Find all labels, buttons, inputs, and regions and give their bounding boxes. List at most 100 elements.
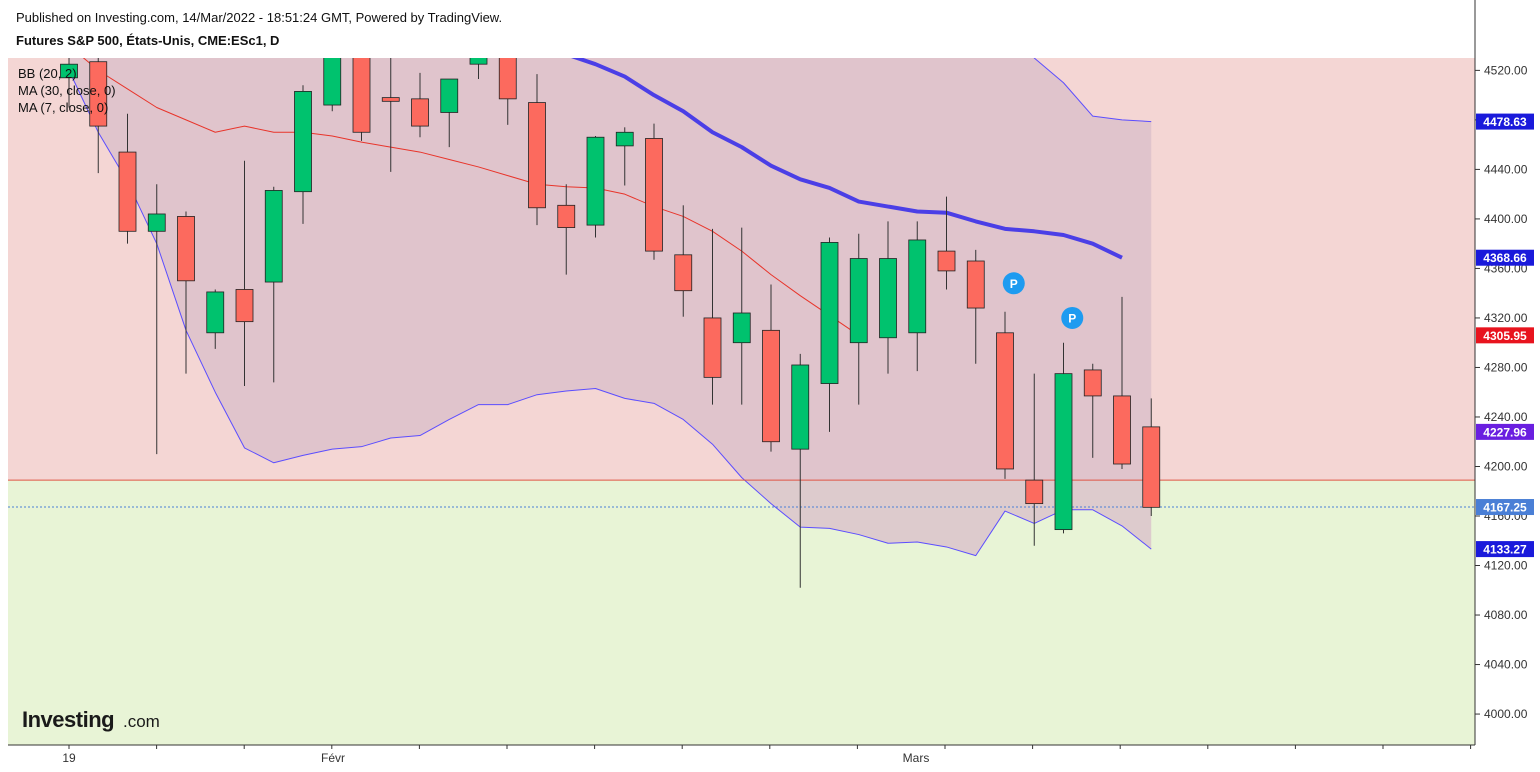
candle-body (703, 317, 722, 378)
pivot-marker: P (1061, 306, 1084, 329)
time-tick-label: Févr (321, 751, 345, 765)
candle-body (147, 213, 166, 232)
candle[interactable] (118, 113, 137, 244)
candle-body (352, 58, 371, 133)
candle-body (645, 138, 663, 252)
candle[interactable] (1054, 342, 1073, 534)
candle[interactable] (147, 184, 166, 455)
candle-body (557, 204, 576, 228)
price-badge-bg (1476, 423, 1534, 440)
symbol-title: Futures S&P 500, États-Unis, CME:ESc1, D (16, 33, 280, 48)
plot-area[interactable]: PP (8, 0, 1475, 588)
candle[interactable] (294, 85, 312, 224)
candle[interactable] (674, 205, 693, 317)
candle[interactable] (89, 56, 108, 174)
candle-body (879, 258, 897, 339)
candle-body (1025, 479, 1044, 505)
time-tick-label: Mars (903, 751, 930, 765)
candle[interactable] (645, 123, 663, 260)
candle[interactable] (820, 237, 839, 432)
price-badge-bg (1476, 541, 1534, 558)
candle[interactable] (849, 233, 868, 405)
candle[interactable] (732, 227, 751, 405)
candle[interactable] (1142, 398, 1161, 516)
candle[interactable] (1113, 296, 1131, 469)
candle[interactable] (206, 289, 225, 349)
candle[interactable] (996, 311, 1014, 479)
candle-body (966, 260, 985, 309)
candle[interactable] (615, 127, 634, 186)
pivot-label: P (1068, 311, 1076, 325)
legend-ma30: MA (30, close, 0) (18, 83, 116, 98)
candle[interactable] (1025, 373, 1044, 546)
candle-body (1083, 369, 1102, 397)
candle[interactable] (1083, 363, 1102, 458)
candle[interactable] (352, 36, 371, 141)
price-badge-text: 4478.63 (1483, 115, 1527, 129)
candle[interactable] (323, 27, 342, 112)
price-labels: 4478.63 4368.66 4305.95 4227.96 4167.25 4133.… (1476, 113, 1534, 558)
candle-body (732, 312, 751, 344)
candle-body (206, 291, 225, 334)
price-badge-text: 4167.25 (1483, 501, 1527, 515)
price-tick-label: 4040.00 (1484, 658, 1528, 672)
published-note: Published on Investing.com, 14/Mar/2022 … (16, 10, 503, 25)
candle[interactable] (498, 2, 517, 125)
price-badge-text: 4305.95 (1483, 329, 1527, 343)
candle[interactable] (586, 135, 605, 238)
candle[interactable] (966, 249, 985, 364)
candle[interactable] (762, 284, 780, 452)
candle-body (1113, 395, 1131, 465)
price-badge-text: 4133.27 (1483, 543, 1527, 557)
price-badge-bg (1476, 249, 1534, 266)
candle-body (118, 151, 137, 232)
candle[interactable] (264, 186, 283, 383)
legend-bb: BB (20, 2) (18, 66, 77, 81)
price-badge-bg (1476, 327, 1534, 344)
candle-body (264, 190, 283, 283)
price-tick-label: 4200.00 (1484, 459, 1528, 473)
candle[interactable] (557, 184, 576, 275)
candle-body (996, 332, 1014, 470)
candle-body (762, 329, 780, 443)
candle[interactable] (469, 2, 488, 80)
price-tick-label: 4440.00 (1484, 162, 1528, 176)
price-tick-label: 4320.00 (1484, 311, 1528, 325)
candle[interactable] (528, 74, 546, 226)
candle-body (294, 91, 312, 193)
candle-body (498, 58, 517, 100)
candle[interactable] (411, 72, 429, 138)
candle[interactable] (381, 58, 400, 172)
legend: BB (20, 2) MA (30, close, 0) MA (7, clos… (18, 66, 116, 115)
candle-body (381, 97, 400, 102)
price-tick-label: 4240.00 (1484, 410, 1528, 424)
candle-body (1054, 373, 1073, 531)
candle-body (586, 136, 605, 226)
candle-body (937, 250, 956, 272)
candle-body (849, 258, 868, 344)
candle[interactable] (879, 221, 897, 374)
logo-suffix: .com (123, 712, 160, 731)
candle[interactable] (937, 196, 956, 290)
candle-body (177, 216, 195, 282)
bollinger-band-fill (69, 58, 1152, 556)
candle[interactable] (235, 160, 254, 387)
price-tick-label: 4000.00 (1484, 707, 1528, 721)
candle[interactable] (60, 0, 78, 108)
candle[interactable] (177, 211, 195, 374)
pivot-label: P (1010, 277, 1018, 291)
ma7-line (82, 58, 860, 336)
candle[interactable] (440, 78, 459, 148)
logo-brand: Investing (22, 707, 114, 732)
price-badge: 4227.96 (1476, 423, 1534, 440)
time-tick-label: 19 (62, 751, 76, 765)
price-badge: 4167.25 (1476, 499, 1534, 516)
candle-body (615, 131, 634, 147)
pivot-marker: P (1002, 272, 1025, 295)
price-tick-label: 4280.00 (1484, 360, 1528, 374)
candle[interactable] (703, 228, 722, 405)
candle[interactable] (791, 353, 810, 588)
candle[interactable] (908, 221, 927, 372)
price-badge: 4305.95 (1476, 327, 1534, 344)
